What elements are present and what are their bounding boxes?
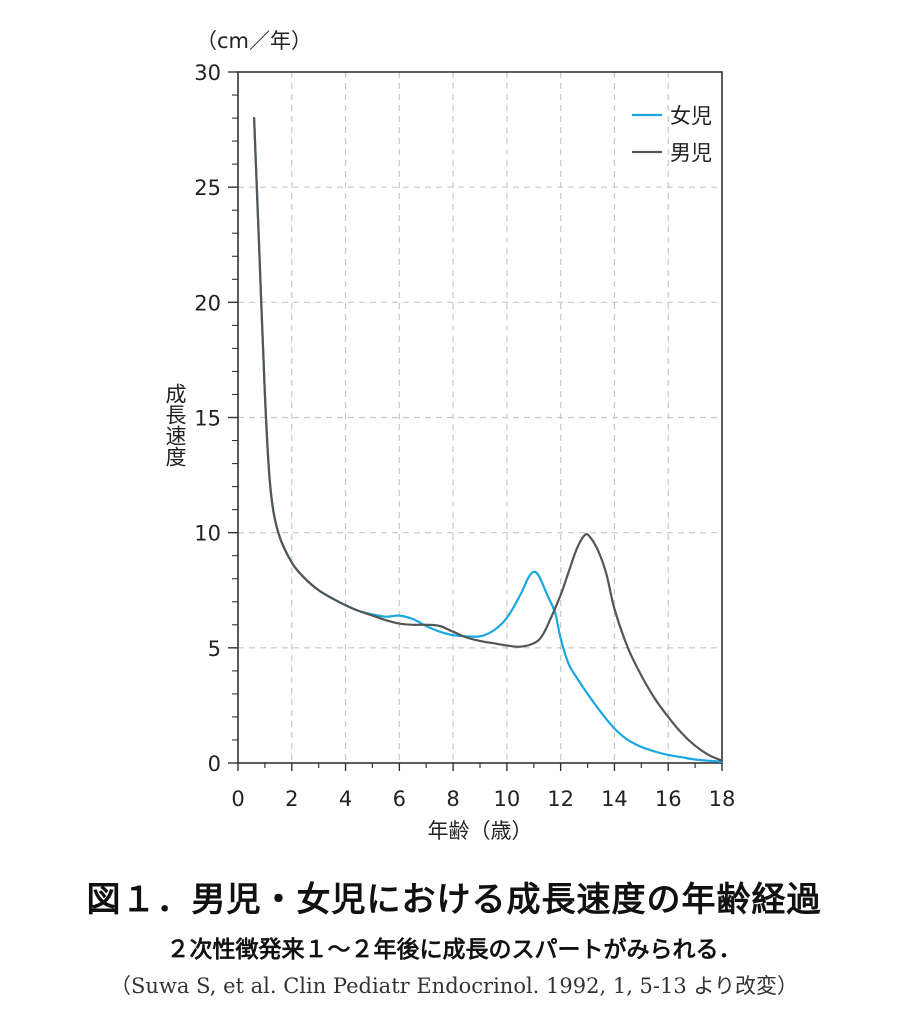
y-axis-unit: （cm／年）	[196, 29, 312, 53]
axis-layer: 0 2 4 6 8 10 12 14 16 18 0 5 10 15 20 25 30	[194, 61, 735, 811]
series-line-boys	[253, 117, 724, 762]
x-tick-label: 0	[231, 787, 244, 811]
y-tick-label: 25	[194, 176, 221, 200]
figure-title: 図１．男児・女児における成長速度の年齢経過	[86, 880, 822, 920]
y-tick-label: 5	[208, 637, 221, 661]
x-tick-label: 6	[393, 787, 406, 811]
y-tick-label: 15	[194, 407, 221, 431]
x-tick-label: 16	[655, 787, 682, 811]
series-line-girls	[253, 117, 724, 763]
x-tick-label: 10	[494, 787, 521, 811]
x-tick-label: 8	[446, 787, 459, 811]
legend-label: 男児	[670, 141, 712, 165]
figure-subtitle: ２次性徴発来１～２年後に成長のスパートがみられる．	[166, 937, 742, 963]
x-tick-label: 2	[285, 787, 298, 811]
series-layer	[253, 117, 724, 763]
y-tick-label: 10	[194, 522, 221, 546]
y-tick-label: 0	[208, 752, 221, 776]
y-tick-label: 20	[194, 291, 221, 315]
x-tick-label: 12	[547, 787, 574, 811]
x-tick-label: 14	[601, 787, 628, 811]
legend-label: 女児	[670, 104, 712, 128]
grid-layer	[238, 72, 722, 763]
x-tick-label: 18	[709, 787, 736, 811]
y-axis-label: 成長速度	[163, 383, 187, 467]
x-axis-label: 年齢（歳）	[428, 819, 533, 843]
y-tick-label: 30	[194, 61, 221, 85]
x-tick-label: 4	[339, 787, 352, 811]
figure-source: （Suwa S, et al. Clin Pediatr Endocrinol.…	[110, 974, 798, 998]
